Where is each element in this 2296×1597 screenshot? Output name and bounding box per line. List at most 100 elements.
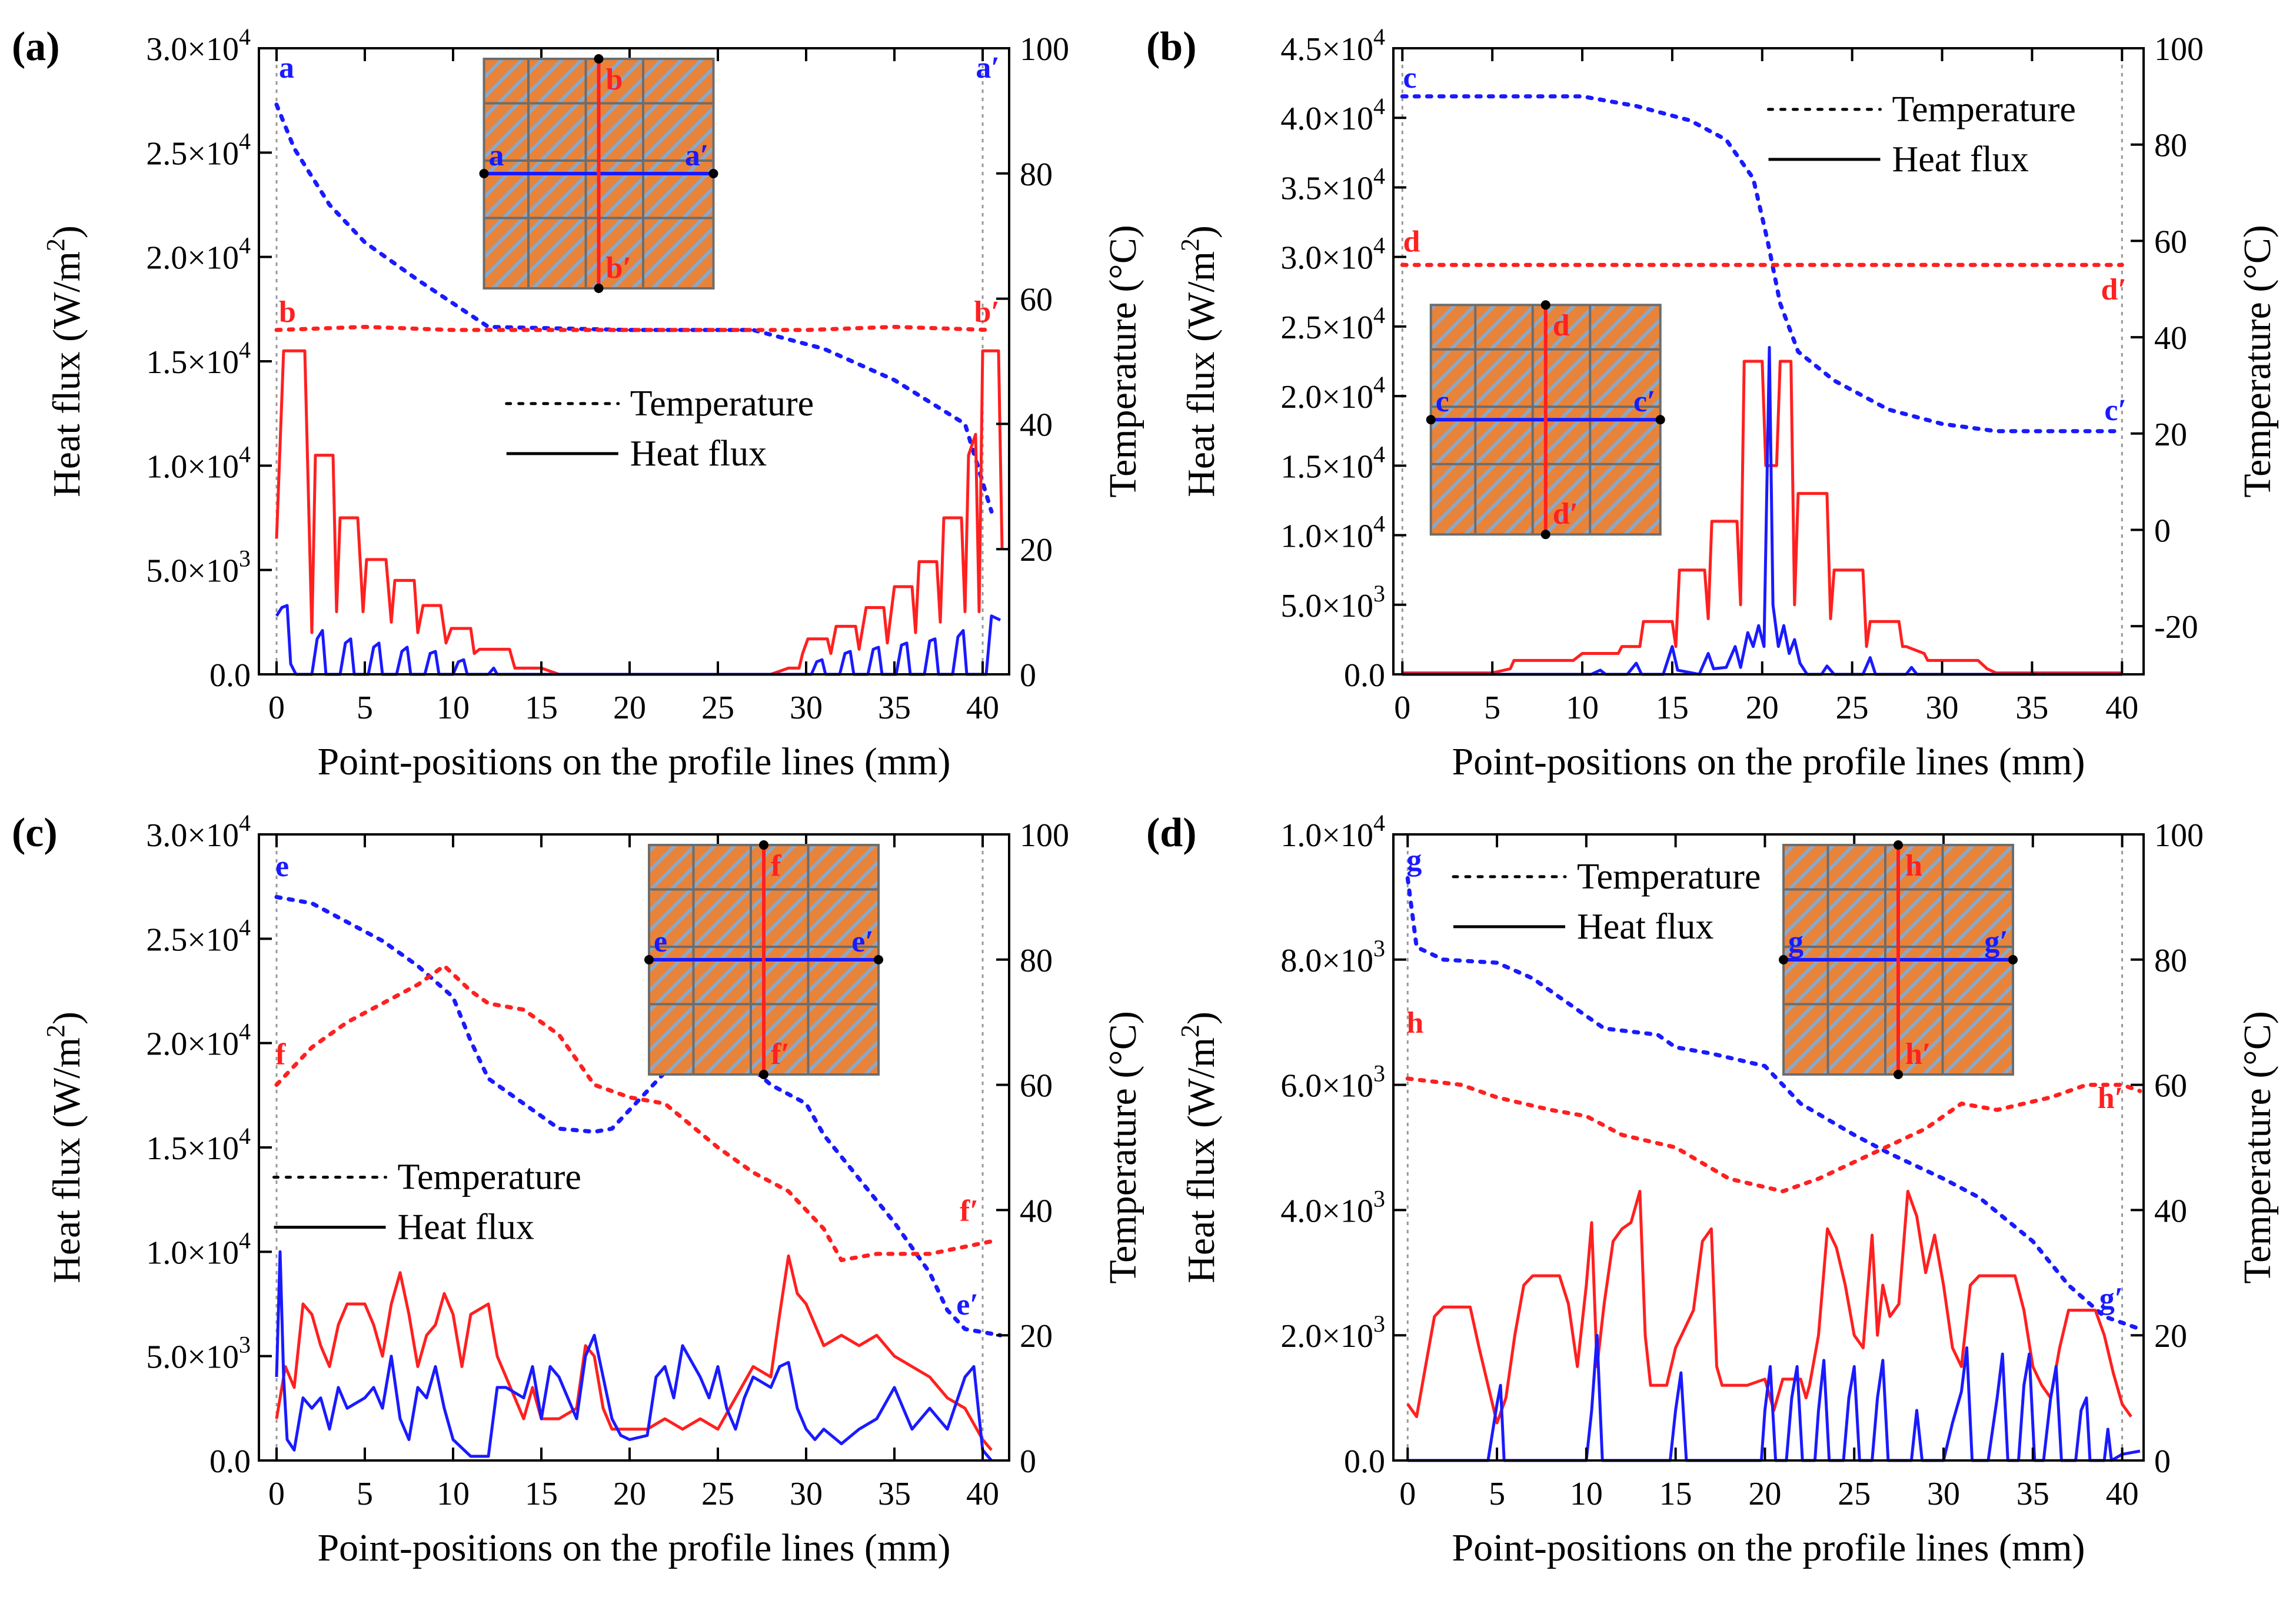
- y-left-axis-label: Heat flux (W/m2): [41, 1012, 88, 1283]
- y-right-tick-label: 40: [2154, 1193, 2187, 1229]
- legend-heat-flux-label: Heat flux: [630, 434, 767, 474]
- y-right-axis-label: Temperature (°C): [2236, 225, 2279, 497]
- inset-label: d: [1553, 309, 1570, 342]
- x-tick-label: 35: [878, 1476, 911, 1512]
- inset-label: h′: [1905, 1037, 1931, 1071]
- y-left-tick-label: 2.0×104: [1280, 371, 1385, 415]
- y-right-tick-label: 100: [1020, 31, 1069, 68]
- inset-tile-grid: a a′ b b′: [479, 54, 718, 293]
- inset-label: h: [1905, 849, 1922, 883]
- inset-endpoint-dot: [874, 955, 883, 964]
- y-right-axis-label: Temperature (°C): [1102, 1011, 1144, 1283]
- profile-end-label: d: [1403, 225, 1420, 258]
- y-right-tick-label: 60: [1020, 1068, 1053, 1104]
- y-left-axis-label: Heat flux (W/m2): [1176, 1012, 1223, 1283]
- x-tick-label: 10: [437, 1476, 470, 1512]
- series-line: [275, 1254, 993, 1451]
- y-left-tick-label: 2.0×103: [1280, 1310, 1385, 1355]
- profile-end-label: d′: [2101, 273, 2127, 307]
- inset-endpoint-dot: [479, 169, 489, 178]
- panel-label: (b): [1146, 24, 1197, 69]
- x-tick-label: 25: [701, 1476, 734, 1512]
- inset-endpoint-dot: [1540, 530, 1550, 540]
- legend: Temperature Heat flux: [272, 1157, 581, 1247]
- y-left-tick-label: 3.0×104: [146, 810, 251, 854]
- y-left-tick-label: 8.0×103: [1280, 935, 1385, 979]
- x-tick-label: 0: [268, 690, 285, 726]
- inset-label: c′: [1633, 385, 1656, 418]
- legend-heat-flux-label: Heat flux: [1577, 907, 1713, 947]
- profile-end-label: e: [275, 850, 289, 883]
- inset-label: b′: [606, 251, 632, 285]
- y-left-tick-label: 2.5×104: [146, 914, 251, 958]
- series-line: [1407, 1333, 2141, 1462]
- inset-label: c: [1436, 385, 1449, 418]
- x-tick-label: 25: [1838, 1476, 1871, 1512]
- plot-frame: [1392, 833, 2145, 1462]
- inset-endpoint-dot: [644, 955, 654, 964]
- y-left-tick-label: 5.0×103: [1280, 580, 1385, 624]
- profile-end-label: a: [279, 51, 294, 85]
- panel-label: (a): [12, 24, 60, 69]
- inset-endpoint-dot: [1894, 840, 1903, 850]
- series-line: [274, 325, 994, 332]
- inset-endpoint-dot: [1426, 415, 1436, 425]
- series-line: [1400, 94, 2124, 434]
- inset-endpoint-dot: [1540, 300, 1550, 310]
- legend-temperature-label: Temperature: [1577, 857, 1761, 897]
- legend-temperature-label: Temperature: [630, 384, 814, 424]
- y-right-tick-label: 60: [2154, 224, 2187, 260]
- y-left-tick-label: 1.0×104: [146, 1227, 251, 1271]
- y-left-tick-label: 0.0: [1344, 1443, 1385, 1480]
- x-tick-label: 15: [525, 1476, 558, 1512]
- y-left-tick-label: 1.5×104: [1280, 441, 1385, 485]
- y-right-tick-label: 80: [1020, 157, 1053, 193]
- x-axis-label: Point-positions on the profile lines (mm…: [1452, 1526, 2085, 1569]
- y-left-tick-label: 4.0×104: [1280, 93, 1385, 137]
- inset-label: g: [1788, 925, 1803, 959]
- legend-heat-flux-label: Heat flux: [1892, 139, 2029, 179]
- y-left-axis-label: Heat flux (W/m2): [41, 225, 88, 497]
- y-left-tick-label: 2.0×104: [146, 232, 251, 277]
- profile-end-label: a′: [976, 51, 1000, 85]
- x-tick-label: 20: [1748, 1476, 1781, 1512]
- series-line: [274, 102, 994, 514]
- legend-temperature-label: Temperature: [398, 1157, 581, 1197]
- x-tick-label: 5: [1489, 1476, 1505, 1512]
- x-tick-label: 15: [1659, 1476, 1692, 1512]
- profile-end-label: c: [1403, 61, 1416, 95]
- y-right-tick-label: 80: [2154, 128, 2187, 164]
- profile-end-label: f: [275, 1037, 286, 1071]
- profile-end-label: b: [279, 295, 296, 329]
- x-tick-label: 20: [613, 690, 646, 726]
- y-left-tick-label: 6.0×103: [1280, 1060, 1385, 1104]
- y-right-tick-label: 40: [1020, 407, 1053, 443]
- legend: Temperature Heat flux: [505, 384, 814, 474]
- series-line: [1405, 876, 2142, 1332]
- x-tick-label: 35: [2017, 1476, 2049, 1512]
- panel-label: (d): [1146, 810, 1197, 856]
- y-right-tick-label: 20: [2154, 417, 2187, 453]
- x-tick-label: 20: [1746, 690, 1779, 726]
- profile-end-label: g′: [2099, 1282, 2124, 1315]
- profile-end-label: c′: [2104, 394, 2127, 427]
- y-right-tick-label: 60: [2154, 1068, 2187, 1104]
- x-tick-label: 15: [1656, 690, 1689, 726]
- x-tick-label: 25: [1836, 690, 1869, 726]
- legend-heat-flux-label: Heat flux: [398, 1207, 534, 1247]
- y-left-tick-label: 1.5×104: [146, 1123, 251, 1167]
- profile-end-label: h: [1406, 1006, 1423, 1040]
- x-tick-label: 0: [1394, 690, 1410, 726]
- y-right-tick-label: 40: [1020, 1193, 1053, 1229]
- inset-tile-grid: e e′ f f′: [644, 840, 883, 1079]
- series-line: [275, 604, 1001, 676]
- inset-endpoint-dot: [759, 840, 768, 850]
- y-right-axis-label: Temperature (°C): [1102, 225, 1144, 497]
- inset-label: d′: [1553, 497, 1579, 531]
- y-left-tick-label: 1.0×104: [146, 441, 251, 485]
- y-left-tick-label: 4.5×104: [1280, 24, 1385, 68]
- profile-end-label: b′: [974, 295, 1000, 329]
- inset-endpoint-dot: [759, 1070, 768, 1079]
- x-tick-label: 10: [1570, 1476, 1603, 1512]
